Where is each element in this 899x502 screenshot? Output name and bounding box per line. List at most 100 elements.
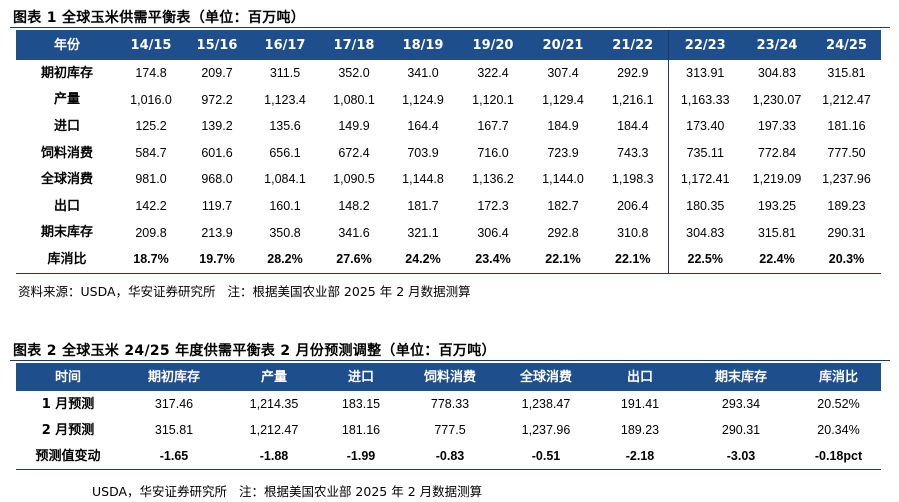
row-label: 预测值变动	[16, 443, 120, 470]
table-cell: 304.83	[757, 66, 797, 81]
table-cell: 315.81	[154, 422, 194, 437]
table-cell: 20.34%	[817, 422, 860, 437]
table-cell: 778.33	[430, 396, 470, 411]
figure2-table: 时间 期初库存 产量 进口 饲料消费 全球消费 出口 期末库存 库消比 1 月预测 317.46 1…	[16, 363, 881, 470]
figure1-table: 年份 14/15 15/16 16/17 17/18 18/19 19/20 20/21 21/…	[16, 30, 881, 274]
table-cell: 125.2	[135, 119, 167, 134]
table-cell: 304.83	[667, 219, 742, 247]
table-cell: 142.2	[135, 199, 167, 214]
figure1-header-cell: 年份	[16, 30, 118, 60]
figure2-header-row: 时间 期初库存 产量 进口 饲料消费 全球消费 出口 期末库存 库消比	[16, 363, 881, 391]
table-cell: 352.0	[338, 66, 370, 81]
table-cell: -1.99	[320, 443, 402, 470]
row-label: 出口	[53, 198, 80, 214]
row-label: 库消比	[16, 246, 118, 274]
table-cell: 135.6	[269, 119, 301, 134]
table-cell: 317.46	[154, 396, 194, 411]
figure1-header-cell: 18/19	[388, 30, 458, 60]
table-row: 进口 125.2 139.2 135.6 149.9 164.4 167.7 184.9 184…	[16, 113, 881, 140]
row-label: 饲料消费	[40, 145, 93, 161]
table-cell: 315.81	[827, 66, 866, 81]
table-cell: 24.2%	[388, 246, 458, 274]
table-cell: 1,219.09	[752, 172, 802, 187]
table-cell: 22.1%	[598, 246, 668, 274]
table-cell: 341.0	[407, 66, 439, 81]
figure1-header-cell: 17/18	[320, 30, 388, 60]
table-row: 出口 142.2 119.7 160.1 148.2 181.7 172.3 182.7 206…	[16, 192, 881, 220]
table-cell: 743.3	[617, 145, 649, 160]
table-cell: 777.5	[434, 422, 466, 437]
table-cell: 27.6%	[320, 246, 388, 274]
table-cell: 1,084.1	[264, 172, 306, 187]
figure1-header-cell: 20/21	[528, 30, 598, 60]
table-cell: 307.4	[547, 66, 579, 81]
table-cell: 311.5	[269, 66, 301, 81]
table-row: 2 月预测 315.81 1,212.47 181.16 777.5 1,237.96 18…	[16, 417, 881, 443]
table-cell: 777.50	[827, 145, 866, 160]
table-cell: 313.91	[667, 60, 742, 87]
table-cell: 149.9	[338, 119, 370, 134]
table-cell: 180.35	[667, 192, 742, 220]
table-cell: 972.2	[201, 92, 233, 107]
figure2-header-cell: 时间	[16, 363, 120, 391]
table-cell: -0.83	[402, 443, 498, 470]
table-cell: 321.1	[407, 225, 439, 240]
table-cell: -2.18	[594, 443, 686, 470]
table-cell: 723.9	[547, 145, 579, 160]
figure2-header-cell: 饲料消费	[402, 363, 498, 391]
table-cell: 601.6	[201, 145, 233, 160]
table-cell: 310.8	[617, 225, 649, 240]
table-cell: 181.16	[827, 119, 866, 134]
table-cell: 306.4	[477, 225, 509, 240]
row-label: 期末库存	[40, 225, 93, 241]
row-label: 进口	[53, 118, 80, 134]
table-cell: 172.3	[477, 199, 509, 214]
table-cell: 184.9	[547, 119, 579, 134]
table-cell: 341.6	[338, 225, 370, 240]
table-cell: 191.41	[620, 396, 660, 411]
figure1-header-cell: 24/25	[812, 30, 881, 60]
table-cell: 1,216.1	[611, 92, 654, 107]
figure1-source-note: 资料来源：USDA，华安证券研究所 注：根据美国农业部 2025 年 2 月数据…	[18, 284, 471, 299]
table-cell: 1,230.07	[752, 92, 802, 107]
figure2-header-cell: 进口	[320, 363, 402, 391]
table-cell: 197.33	[757, 119, 797, 134]
table-cell: 119.7	[201, 199, 233, 214]
table-cell: 23.4%	[458, 246, 528, 274]
table-row: 库消比 18.7% 19.7% 28.2% 27.6% 24.2% 23.4% 22.1% 22…	[16, 246, 881, 274]
table-row: 期初库存 174.8 209.7 311.5 352.0 341.0 322.4 307.4 2…	[16, 60, 881, 87]
table-cell: -1.65	[120, 443, 228, 470]
table-cell: 1,212.47	[822, 92, 871, 107]
figure1-header-cell: 15/16	[184, 30, 250, 60]
figure2-header-cell: 全球消费	[498, 363, 594, 391]
figure1-header-cell: 22/23	[667, 30, 742, 60]
table-cell: 1,016.0	[130, 92, 172, 107]
figure1-title-rule	[10, 27, 890, 28]
row-label: 全球消费	[40, 172, 93, 188]
table-cell: 322.4	[477, 66, 509, 81]
table-cell: -1.88	[228, 443, 320, 470]
table-cell: 209.7	[201, 66, 233, 81]
figure2-header-cell: 产量	[228, 363, 320, 391]
table-cell: 656.1	[269, 145, 301, 160]
table-cell: 209.8	[135, 225, 167, 240]
figure1-header-cell: 14/15	[118, 30, 184, 60]
figure2-header-cell: 出口	[594, 363, 686, 391]
table-cell: -0.18pct	[796, 443, 881, 470]
row-label: 期初库存	[40, 65, 93, 81]
table-cell: 213.9	[201, 225, 233, 240]
table-cell: 167.7	[477, 119, 509, 134]
figure1-header-cell: 23/24	[742, 30, 812, 60]
table-cell: -3.03	[686, 443, 796, 470]
figure2-title-rule	[10, 360, 890, 361]
table-cell: 290.31	[827, 225, 866, 240]
figure2-title: 图表 2 全球玉米 24/25 年度供需平衡表 2 月份预测调整（单位：百万吨）	[13, 343, 496, 359]
table-cell: 1,172.41	[667, 166, 742, 193]
table-cell: 1,129.4	[542, 92, 584, 107]
figure1-header-cell: 16/17	[250, 30, 320, 60]
table-cell: 1,124.9	[402, 92, 444, 107]
table-cell: -0.51	[498, 443, 594, 470]
table-row: 全球消费 981.0 968.0 1,084.1 1,090.5 1,144.8 1,136…	[16, 166, 881, 193]
table-row: 1 月预测 317.46 1,214.35 183.15 778.33 1,238.47 1…	[16, 391, 881, 417]
figure2-source-note: USDA，华安证券研究所 注：根据美国农业部 2025 年 2 月数据测算	[92, 484, 483, 499]
